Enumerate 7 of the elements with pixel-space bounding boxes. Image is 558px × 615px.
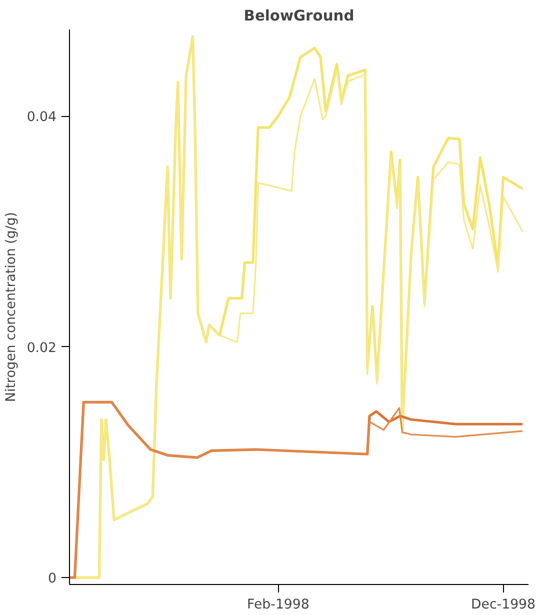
y-axis-title: Nitrogen concentration (g/g) [4,212,19,402]
y-tick-label: 0.02 [26,340,57,356]
x-tick-label: Feb-1998 [247,598,310,612]
y-tick-label: 0.04 [26,110,57,126]
chart-title: BelowGround [244,8,354,24]
x-tick-label: Dec-1998 [470,598,536,612]
y-tick-label: 0 [48,572,57,587]
